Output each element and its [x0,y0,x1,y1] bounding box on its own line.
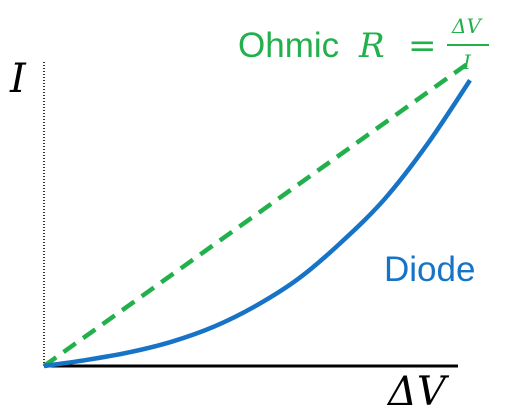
ohmic-series-line [42,60,472,368]
diode-series-line [43,78,472,369]
ohmic-formula-denominator: I [462,50,472,74]
x-axis-label: ΔV [386,369,450,415]
series-labels: Ohmic R = ΔV I Diode [238,14,489,289]
ohmic-formula-lhs: R [358,26,385,66]
ohmic-formula-equals: = [408,26,437,66]
axes: I ΔV [9,56,458,415]
ohmic-formula-numerator: ΔV [451,14,483,38]
diode-series-label: Diode [384,250,475,289]
y-axis-label: I [9,56,27,102]
series-layer [42,60,472,369]
ohmic-series-label: Ohmic [238,26,339,65]
